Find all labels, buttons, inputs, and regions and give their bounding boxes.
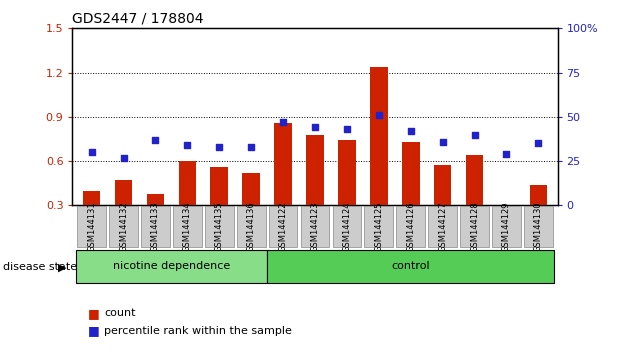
FancyBboxPatch shape (365, 206, 393, 247)
Text: GSM144129: GSM144129 (502, 201, 511, 252)
Text: disease state: disease state (3, 262, 77, 272)
Point (118, 155, 129, 160)
Point (438, 139, 448, 144)
Text: GSM144124: GSM144124 (343, 201, 352, 252)
Point (406, 128, 416, 134)
Text: GDS2447 / 178804: GDS2447 / 178804 (72, 12, 204, 26)
Text: GSM144128: GSM144128 (470, 201, 479, 252)
Text: ■: ■ (88, 325, 100, 337)
Bar (243, 173, 260, 205)
Text: GSM144127: GSM144127 (438, 201, 447, 252)
Bar (178, 161, 196, 205)
Text: GSM144122: GSM144122 (278, 201, 287, 252)
FancyBboxPatch shape (205, 206, 234, 247)
Point (278, 119, 288, 125)
FancyBboxPatch shape (460, 206, 489, 247)
FancyBboxPatch shape (76, 250, 267, 283)
Point (182, 142, 192, 148)
Point (151, 137, 161, 143)
Text: percentile rank within the sample: percentile rank within the sample (104, 326, 292, 336)
Point (310, 125, 320, 130)
FancyBboxPatch shape (267, 250, 554, 283)
Text: GSM144136: GSM144136 (247, 201, 256, 252)
FancyBboxPatch shape (77, 206, 106, 247)
Point (501, 151, 512, 157)
Bar (466, 155, 483, 205)
Text: GSM144134: GSM144134 (183, 201, 192, 252)
Bar (115, 180, 132, 205)
Bar (210, 167, 228, 205)
Bar (306, 135, 324, 205)
Bar (147, 194, 164, 205)
Point (469, 132, 479, 137)
Bar (370, 67, 387, 205)
FancyBboxPatch shape (428, 206, 457, 247)
Point (374, 112, 384, 118)
Text: GSM144133: GSM144133 (151, 201, 160, 252)
Bar (83, 190, 100, 205)
Text: GSM144125: GSM144125 (374, 201, 383, 252)
Bar (402, 142, 420, 205)
FancyBboxPatch shape (396, 206, 425, 247)
Point (86, 149, 96, 155)
Bar (498, 205, 515, 210)
Point (342, 126, 352, 132)
Point (214, 144, 224, 150)
FancyBboxPatch shape (109, 206, 138, 247)
Text: nicotine dependence: nicotine dependence (113, 261, 230, 272)
Bar (338, 141, 356, 205)
FancyBboxPatch shape (524, 206, 553, 247)
Point (534, 141, 544, 146)
FancyBboxPatch shape (333, 206, 361, 247)
Text: ■: ■ (88, 307, 100, 320)
Text: GSM144131: GSM144131 (87, 201, 96, 252)
FancyBboxPatch shape (269, 206, 297, 247)
Point (246, 144, 256, 150)
FancyBboxPatch shape (141, 206, 170, 247)
FancyBboxPatch shape (492, 206, 521, 247)
Text: control: control (391, 261, 430, 272)
Text: GSM144123: GSM144123 (311, 201, 319, 252)
Bar (530, 185, 547, 205)
Text: GSM144132: GSM144132 (119, 201, 128, 252)
FancyBboxPatch shape (301, 206, 329, 247)
Text: GSM144135: GSM144135 (215, 201, 224, 252)
Bar (274, 123, 292, 205)
FancyBboxPatch shape (173, 206, 202, 247)
Text: count: count (104, 308, 135, 318)
FancyBboxPatch shape (237, 206, 265, 247)
Bar (434, 166, 452, 205)
Text: GSM144126: GSM144126 (406, 201, 415, 252)
Text: GSM144130: GSM144130 (534, 201, 543, 252)
Text: ▶: ▶ (58, 262, 66, 272)
